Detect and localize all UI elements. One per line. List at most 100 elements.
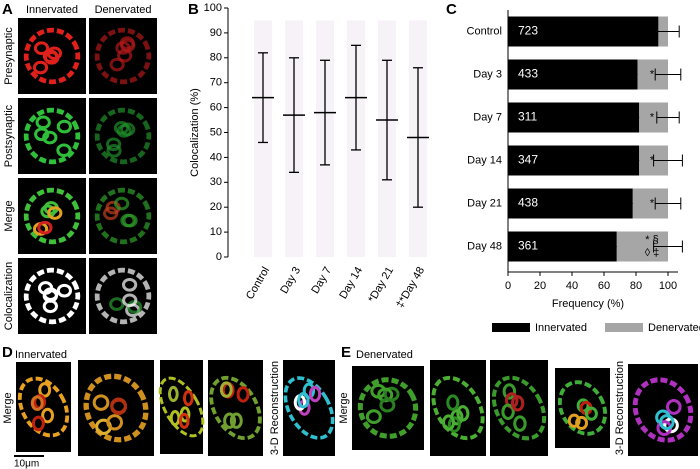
synapse-fold — [120, 213, 136, 228]
row-label: Merge — [3, 200, 15, 231]
bar — [508, 145, 640, 176]
row-label: 3-D Reconstruction — [614, 361, 626, 455]
panel-letter: D — [2, 344, 13, 361]
synapse-outline — [17, 376, 70, 438]
synapse-outline — [283, 376, 335, 440]
synapse-outline — [357, 377, 419, 439]
synapse-outline — [94, 267, 152, 325]
x-tick-label: *Day 21 — [366, 265, 396, 305]
significance-marker: * — [650, 154, 655, 166]
synapse-outline — [94, 107, 152, 165]
row-label: Colocalization — [3, 262, 15, 330]
significance-marker: ◊ ‡ — [645, 247, 660, 259]
synapse-fold — [446, 394, 460, 411]
row-label: Presynaptic — [3, 27, 15, 85]
synapse-fold — [447, 416, 461, 433]
legend-swatch — [492, 323, 530, 332]
legend-label: Denervated — [648, 322, 700, 334]
synapse-fold — [658, 414, 675, 431]
micrograph — [208, 360, 263, 456]
synapse-fold — [56, 143, 72, 158]
synapse-fold — [41, 407, 55, 424]
synapse-fold — [219, 381, 233, 398]
panel-letter: A — [2, 1, 13, 18]
synapse-fold — [567, 413, 581, 428]
synapse-fold — [103, 206, 119, 221]
synapse-outline — [23, 187, 81, 245]
synapse-fold — [114, 196, 130, 211]
synapse-fold — [666, 398, 682, 415]
synapse-fold — [169, 409, 181, 427]
y-tick-label: Day 48 — [467, 240, 502, 252]
x-tick-label: 80 — [630, 280, 642, 292]
y-tick-label: Day 7 — [473, 111, 502, 123]
y-tick-label: 90 — [210, 27, 222, 39]
bar — [508, 102, 640, 133]
column-header: Denervated — [95, 4, 152, 16]
significance-marker: * — [650, 68, 655, 80]
synapse-fold — [122, 293, 138, 308]
y-tick-label: 80 — [210, 52, 222, 64]
legend-swatch — [605, 323, 643, 332]
y-tick-label: 100 — [204, 2, 222, 14]
synapse-outline — [632, 377, 694, 443]
synapse-outline — [158, 376, 205, 438]
synapse-fold — [182, 390, 194, 407]
synapse-fold — [37, 220, 53, 235]
synapse-fold — [236, 386, 250, 403]
x-axis-label: Frequency (%) — [552, 298, 624, 310]
bar — [508, 231, 617, 262]
row-label: Merge — [2, 392, 14, 423]
synapse-fold — [92, 394, 110, 411]
synapse-fold — [32, 60, 49, 75]
synapse-fold — [441, 414, 456, 431]
y-tick-label: Day 3 — [473, 68, 502, 80]
panel-letter: B — [188, 1, 199, 18]
synapse-fold — [229, 412, 243, 429]
y-axis-label: Colocalization (%) — [189, 88, 201, 177]
synapse-fold — [117, 48, 133, 63]
legend-label: Innervated — [535, 322, 587, 334]
synapse-fold — [456, 405, 470, 422]
x-tick-label: 100 — [659, 280, 677, 292]
count-label: 438 — [518, 196, 538, 210]
count-label: 723 — [518, 24, 538, 38]
count-label: 311 — [518, 110, 537, 124]
synapse-fold — [31, 415, 45, 432]
synapse-outline — [83, 373, 149, 443]
synapse-fold — [106, 143, 122, 158]
synapse-outline — [431, 375, 485, 441]
x-tick-label: 0 — [505, 280, 511, 292]
synapse-outline — [209, 375, 262, 441]
panel-title: Denervated — [356, 349, 413, 361]
panel-title: Innervated — [15, 349, 67, 361]
bar — [508, 16, 659, 47]
synapse-outline — [94, 187, 152, 245]
synapse-fold — [109, 297, 125, 311]
row-label: 3-D Reconstruction — [269, 361, 281, 455]
synapse-outline — [23, 107, 81, 165]
synapse-fold — [510, 395, 525, 412]
scale-bar-label: 10μm — [14, 459, 39, 469]
x-tick-label: 40 — [566, 280, 578, 292]
significance-marker: * — [650, 111, 655, 123]
synapse-fold — [223, 412, 237, 429]
y-tick-label: 10 — [210, 226, 222, 238]
synapse-fold — [513, 415, 527, 432]
synapse-fold — [584, 406, 598, 421]
y-tick-label: 20 — [210, 201, 222, 213]
row-label: Merge — [338, 392, 350, 423]
y-tick-label: 0 — [216, 251, 222, 263]
x-tick-label: 60 — [598, 280, 610, 292]
synapse-outline — [557, 380, 608, 436]
x-tick-label: 20 — [534, 280, 546, 292]
micrograph — [490, 360, 548, 456]
y-tick-label: 50 — [210, 126, 222, 138]
synapse-fold — [308, 385, 322, 403]
synapse-fold — [30, 395, 44, 411]
significance-marker: * § — [645, 234, 658, 246]
x-tick-label: Control — [244, 265, 272, 302]
synapse-fold — [379, 397, 396, 413]
x-tick-label: Day 7 — [309, 265, 334, 296]
